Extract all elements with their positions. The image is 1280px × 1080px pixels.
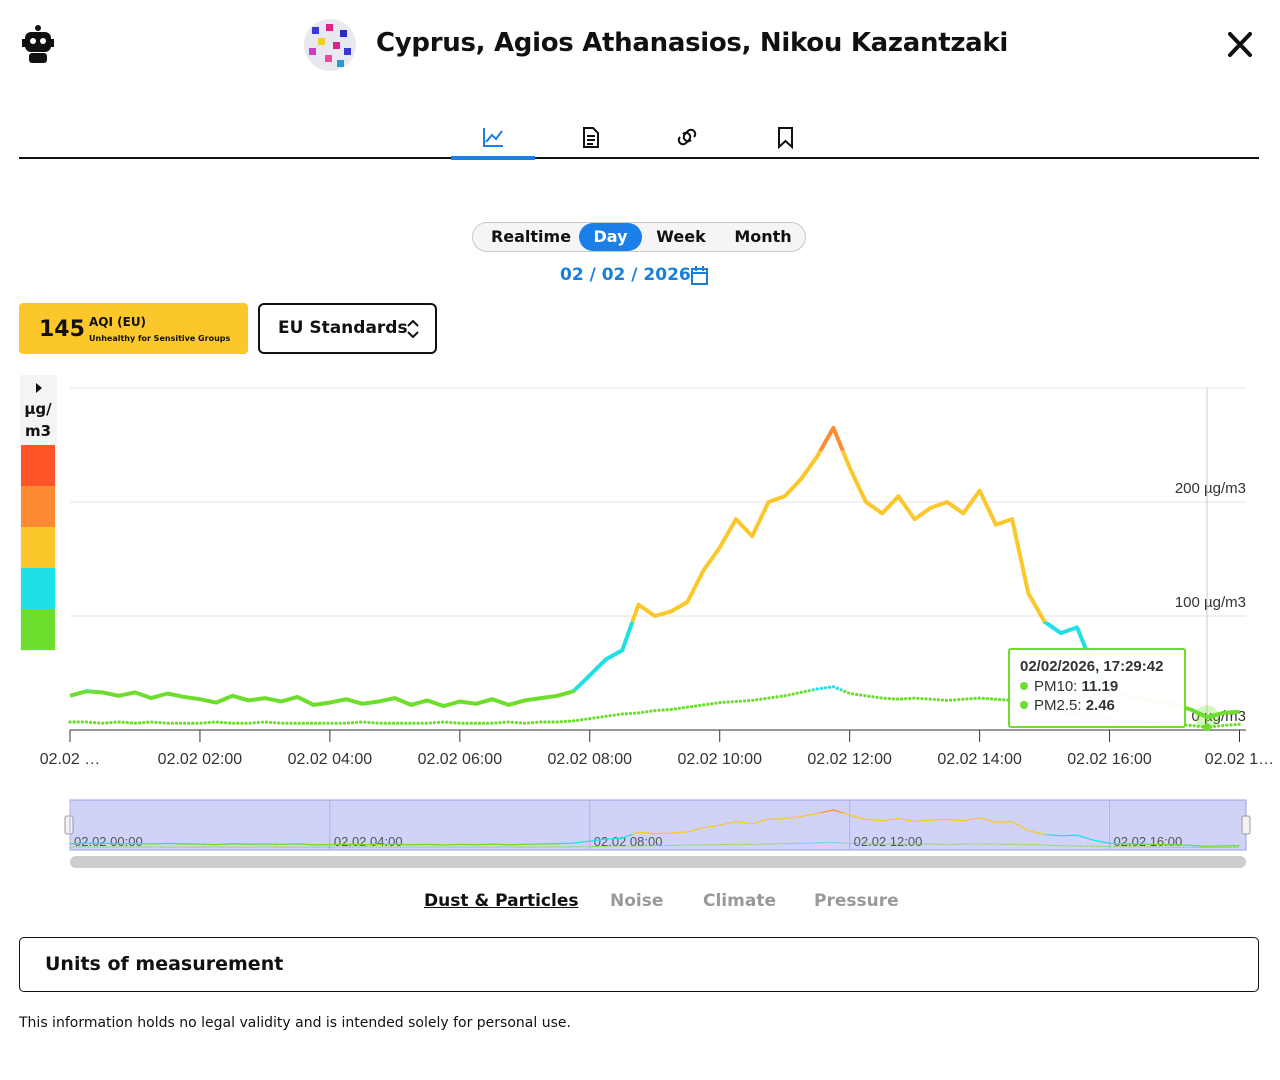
category-tab[interactable]: Climate [703, 891, 776, 911]
highlight-halo [1195, 705, 1220, 730]
tab-bookmark[interactable] [778, 127, 793, 150]
station-title: Cyprus, Agios Athanasios, Nikou Kazantza… [376, 28, 1009, 58]
y-tick-label: 200 µg/m3 [1175, 480, 1246, 497]
period-option[interactable]: Month [734, 227, 792, 246]
accordion-title: Units of measurement [45, 953, 284, 975]
x-tick-label: 02.02 12:00 [807, 751, 892, 768]
x-tick-label: 02.02 02:00 [158, 751, 243, 768]
disclaimer: This information holds no legal validity… [19, 1015, 571, 1031]
period-option[interactable]: Week [656, 227, 706, 246]
x-tick-label: 02.02 04:00 [288, 751, 373, 768]
series-line [630, 812, 1052, 835]
category-tab[interactable]: Pressure [814, 891, 899, 911]
unit-label: µg/ m3 [24, 400, 52, 440]
scale-swatch [21, 568, 55, 609]
tooltip-value: 2.46 [1085, 697, 1115, 714]
scale-swatch [21, 527, 55, 568]
series-line [69, 842, 1241, 849]
scale-swatch [21, 486, 55, 527]
category-tab-active[interactable]: Dust & Particles [424, 891, 579, 911]
tooltip-dot [1020, 701, 1028, 709]
series-line [69, 842, 1240, 848]
tooltip-row: PM10: 11.19 [1020, 678, 1118, 695]
period-option-active[interactable]: Day [579, 223, 642, 251]
navigator[interactable] [69, 799, 1247, 851]
tooltip-row: PM2.5: 2.46 [1020, 697, 1115, 714]
highlight-point [1203, 723, 1212, 732]
navigator-label: 02.02 08:00 [594, 834, 663, 849]
period-option[interactable]: Realtime [490, 227, 572, 246]
navigator-handle[interactable] [1241, 815, 1251, 835]
series-line [69, 690, 1240, 720]
tooltip: 02/02/2026, 17:29:42 PM10: 11.19 PM2.5: … [1008, 648, 1186, 728]
x-tick-label: 02.02 … [40, 751, 100, 768]
tab-chart[interactable] [483, 128, 503, 147]
navigator-label: 02.02 12:00 [854, 834, 923, 849]
navigator-label: 02.02 16:00 [1114, 834, 1183, 849]
x-tick-label: 02.02 16:00 [1067, 751, 1152, 768]
expand-arrow[interactable] [36, 383, 42, 393]
period-selector[interactable]: Realtime Day Week Month [472, 222, 806, 252]
close-button[interactable] [1228, 32, 1252, 57]
select-arrows [407, 319, 419, 339]
scrollbar[interactable] [70, 856, 1246, 868]
series-line [71, 834, 1124, 843]
aqi-category: Unhealthy for Sensitive Groups [89, 334, 231, 343]
navigator-label: 02.02 04:00 [334, 834, 403, 849]
aqi-value: 145 [39, 317, 85, 342]
series-line [630, 450, 1049, 622]
category-tab[interactable]: Noise [610, 891, 664, 911]
station-avatar [304, 19, 356, 71]
tooltip-dot [1020, 682, 1028, 690]
scale-swatch [21, 609, 55, 650]
x-tick-label: 02.02 08:00 [548, 751, 633, 768]
tab-doc[interactable] [583, 127, 599, 148]
navigator-handle[interactable] [64, 815, 74, 835]
logo[interactable] [22, 25, 54, 63]
x-tick-label: 02.02 1… [1205, 751, 1274, 768]
x-tick-label: 02.02 14:00 [937, 751, 1022, 768]
date-picker[interactable]: 02 / 02 / 2026 [560, 265, 691, 285]
tab-link[interactable] [677, 128, 697, 146]
x-tick-label: 02.02 06:00 [418, 751, 503, 768]
tooltip-label: PM10: [1034, 678, 1078, 695]
tooltip-value: 11.19 [1081, 678, 1119, 695]
tooltip-time: 02/02/2026, 17:29:42 [1020, 658, 1164, 675]
aqi-label: AQI (EU) [89, 315, 147, 329]
accordion[interactable]: Units of measurement [19, 937, 1259, 992]
aqi-badge: 145 AQI (EU) Unhealthy for Sensitive Gro… [19, 303, 248, 354]
x-tick-label: 02.02 10:00 [677, 751, 762, 768]
tooltip-label: PM2.5: [1034, 697, 1082, 714]
standard-label: EU Standards [278, 318, 408, 338]
scale-swatch [21, 445, 55, 486]
y-tick-label: 100 µg/m3 [1175, 594, 1246, 611]
tab-active-indicator [451, 156, 535, 160]
tab-icons[interactable] [483, 127, 793, 150]
calendar-icon[interactable] [691, 266, 708, 285]
navigator-label: 02.02 00:00 [74, 834, 143, 849]
standard-select[interactable]: EU Standards [258, 303, 437, 354]
